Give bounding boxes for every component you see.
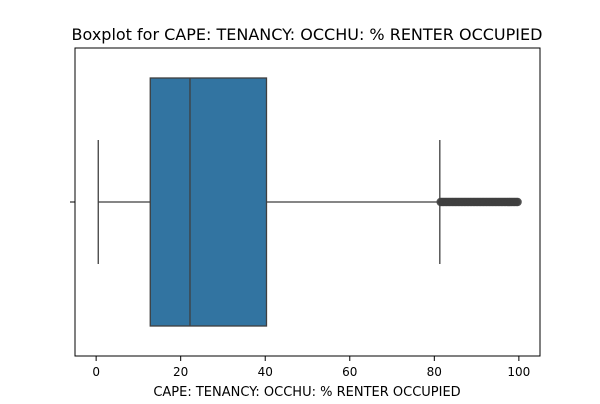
x-tick-label: 0: [92, 365, 100, 379]
outlier-points: [436, 197, 522, 207]
x-tick-label: 100: [507, 365, 530, 379]
x-tick-label: 20: [173, 365, 188, 379]
x-axis: 0 20 40 60 80 100: [70, 201, 530, 379]
x-tick-label: 40: [258, 365, 273, 379]
x-axis-label: CAPE: TENANCY: OCCHU: % RENTER OCCUPIED: [153, 385, 460, 400]
plot-group: [97, 77, 522, 327]
x-tick-label: 60: [342, 365, 357, 379]
chart-title: Boxplot for CAPE: TENANCY: OCCHU: % RENT…: [72, 25, 543, 44]
outlier-point: [513, 197, 522, 207]
x-tick-label: 80: [427, 365, 442, 379]
iqr-box: [149, 77, 268, 327]
